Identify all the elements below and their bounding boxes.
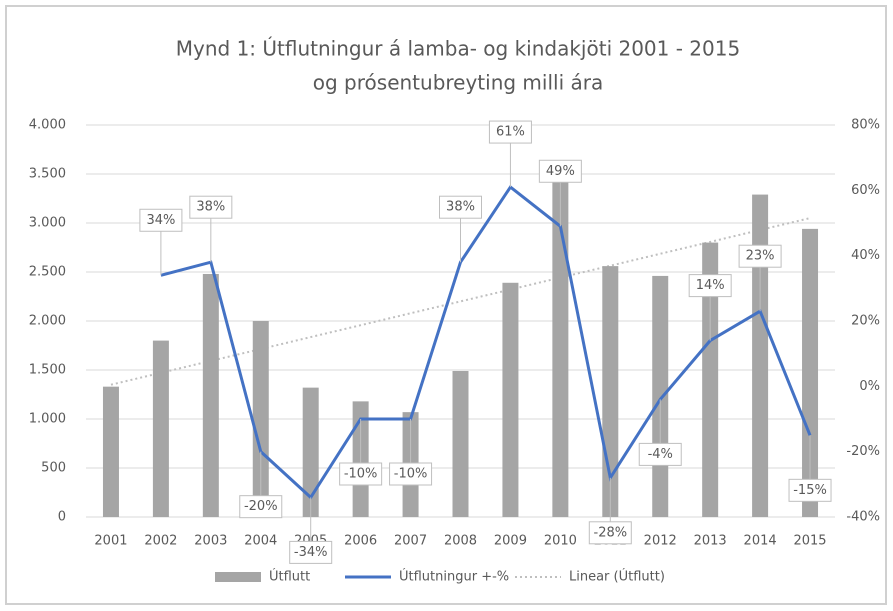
- x-tick-label: 2001: [94, 534, 127, 549]
- callout-box: [289, 540, 333, 564]
- bar: [152, 340, 169, 517]
- callout-box: [588, 521, 632, 545]
- y2-tick-label: 20%: [851, 314, 880, 329]
- callout-box: [688, 274, 732, 298]
- callout-box: [239, 495, 283, 519]
- data-label: -28%: [594, 525, 628, 540]
- data-label: -10%: [394, 467, 428, 482]
- x-tick-label: 2013: [694, 534, 727, 549]
- y-tick-label: 0: [58, 510, 66, 525]
- bar: [452, 370, 469, 517]
- bar: [252, 321, 269, 517]
- y-tick-label: 4.000: [29, 118, 66, 133]
- x-tick-label: 2015: [793, 534, 826, 549]
- callout-box: [488, 120, 532, 144]
- y-tick-label: 500: [41, 461, 66, 476]
- callout-box: [339, 462, 383, 486]
- callout-box: [738, 244, 782, 268]
- x-tick-label: 2014: [744, 534, 777, 549]
- line: [160, 184, 812, 500]
- x-tick-label: 2006: [344, 534, 377, 549]
- callout-box: [788, 478, 832, 502]
- x-tick-label: 2002: [144, 534, 177, 549]
- bar: [652, 275, 669, 517]
- y-tick-label: 1.000: [29, 412, 66, 427]
- legend-swatch: [215, 572, 261, 582]
- x-tick-label: 2003: [194, 534, 227, 549]
- data-label: 38%: [446, 200, 475, 215]
- data-label: 61%: [496, 125, 525, 140]
- bar: [302, 387, 319, 517]
- callout-box: [389, 462, 433, 486]
- callout-box: [139, 208, 183, 232]
- chart-title: Mynd 1: Útflutningur á lamba- og kindakj…: [176, 37, 740, 61]
- legend-label: Útflutningur +-%: [399, 569, 509, 585]
- x-tick-label: 2004: [244, 534, 277, 549]
- x-tick-label: 2007: [394, 534, 427, 549]
- x-tick-label: 2008: [444, 534, 477, 549]
- y2-tick-label: -40%: [846, 510, 880, 525]
- bar: [502, 282, 519, 517]
- x-tick-label: 2012: [644, 534, 677, 549]
- bar: [752, 194, 769, 517]
- data-label: -34%: [294, 545, 328, 560]
- y2-tick-label: -20%: [846, 444, 880, 459]
- callout-box: [439, 195, 482, 219]
- legend-label: Linear (Útflutt): [569, 569, 665, 585]
- bar: [202, 273, 219, 517]
- x-tick-label: 2009: [494, 534, 527, 549]
- data-label: -20%: [244, 499, 278, 514]
- callout-box: [638, 442, 682, 466]
- y2-tick-label: 0%: [859, 379, 880, 394]
- bar: [802, 228, 819, 517]
- x-tick-label: 2010: [544, 534, 577, 549]
- bar: [702, 242, 719, 517]
- y2-tick-label: 40%: [851, 248, 880, 263]
- y-tick-label: 1.500: [29, 363, 66, 378]
- data-label: -10%: [344, 467, 378, 482]
- y-tick-label: 2.500: [29, 265, 66, 280]
- y-tick-label: 3.000: [29, 216, 66, 231]
- callout-box: [189, 195, 233, 219]
- legend-label: Útflutt: [269, 569, 310, 585]
- data-label: -4%: [648, 447, 673, 462]
- data-label: -15%: [793, 483, 827, 498]
- bar: [552, 167, 569, 517]
- data-label: 49%: [546, 164, 575, 179]
- y-tick-label: 3.500: [29, 167, 66, 182]
- data-label: 34%: [146, 213, 175, 228]
- data-label: 14%: [696, 278, 725, 293]
- data-label: 23%: [746, 249, 775, 264]
- y-tick-label: 2.000: [29, 314, 66, 329]
- bar: [102, 386, 119, 517]
- data-label: 38%: [196, 200, 225, 215]
- callout-box: [538, 159, 582, 183]
- y2-tick-label: 60%: [851, 183, 880, 198]
- chart-title: og prósentubreyting milli ára: [313, 71, 603, 95]
- y2-tick-label: 80%: [851, 118, 880, 133]
